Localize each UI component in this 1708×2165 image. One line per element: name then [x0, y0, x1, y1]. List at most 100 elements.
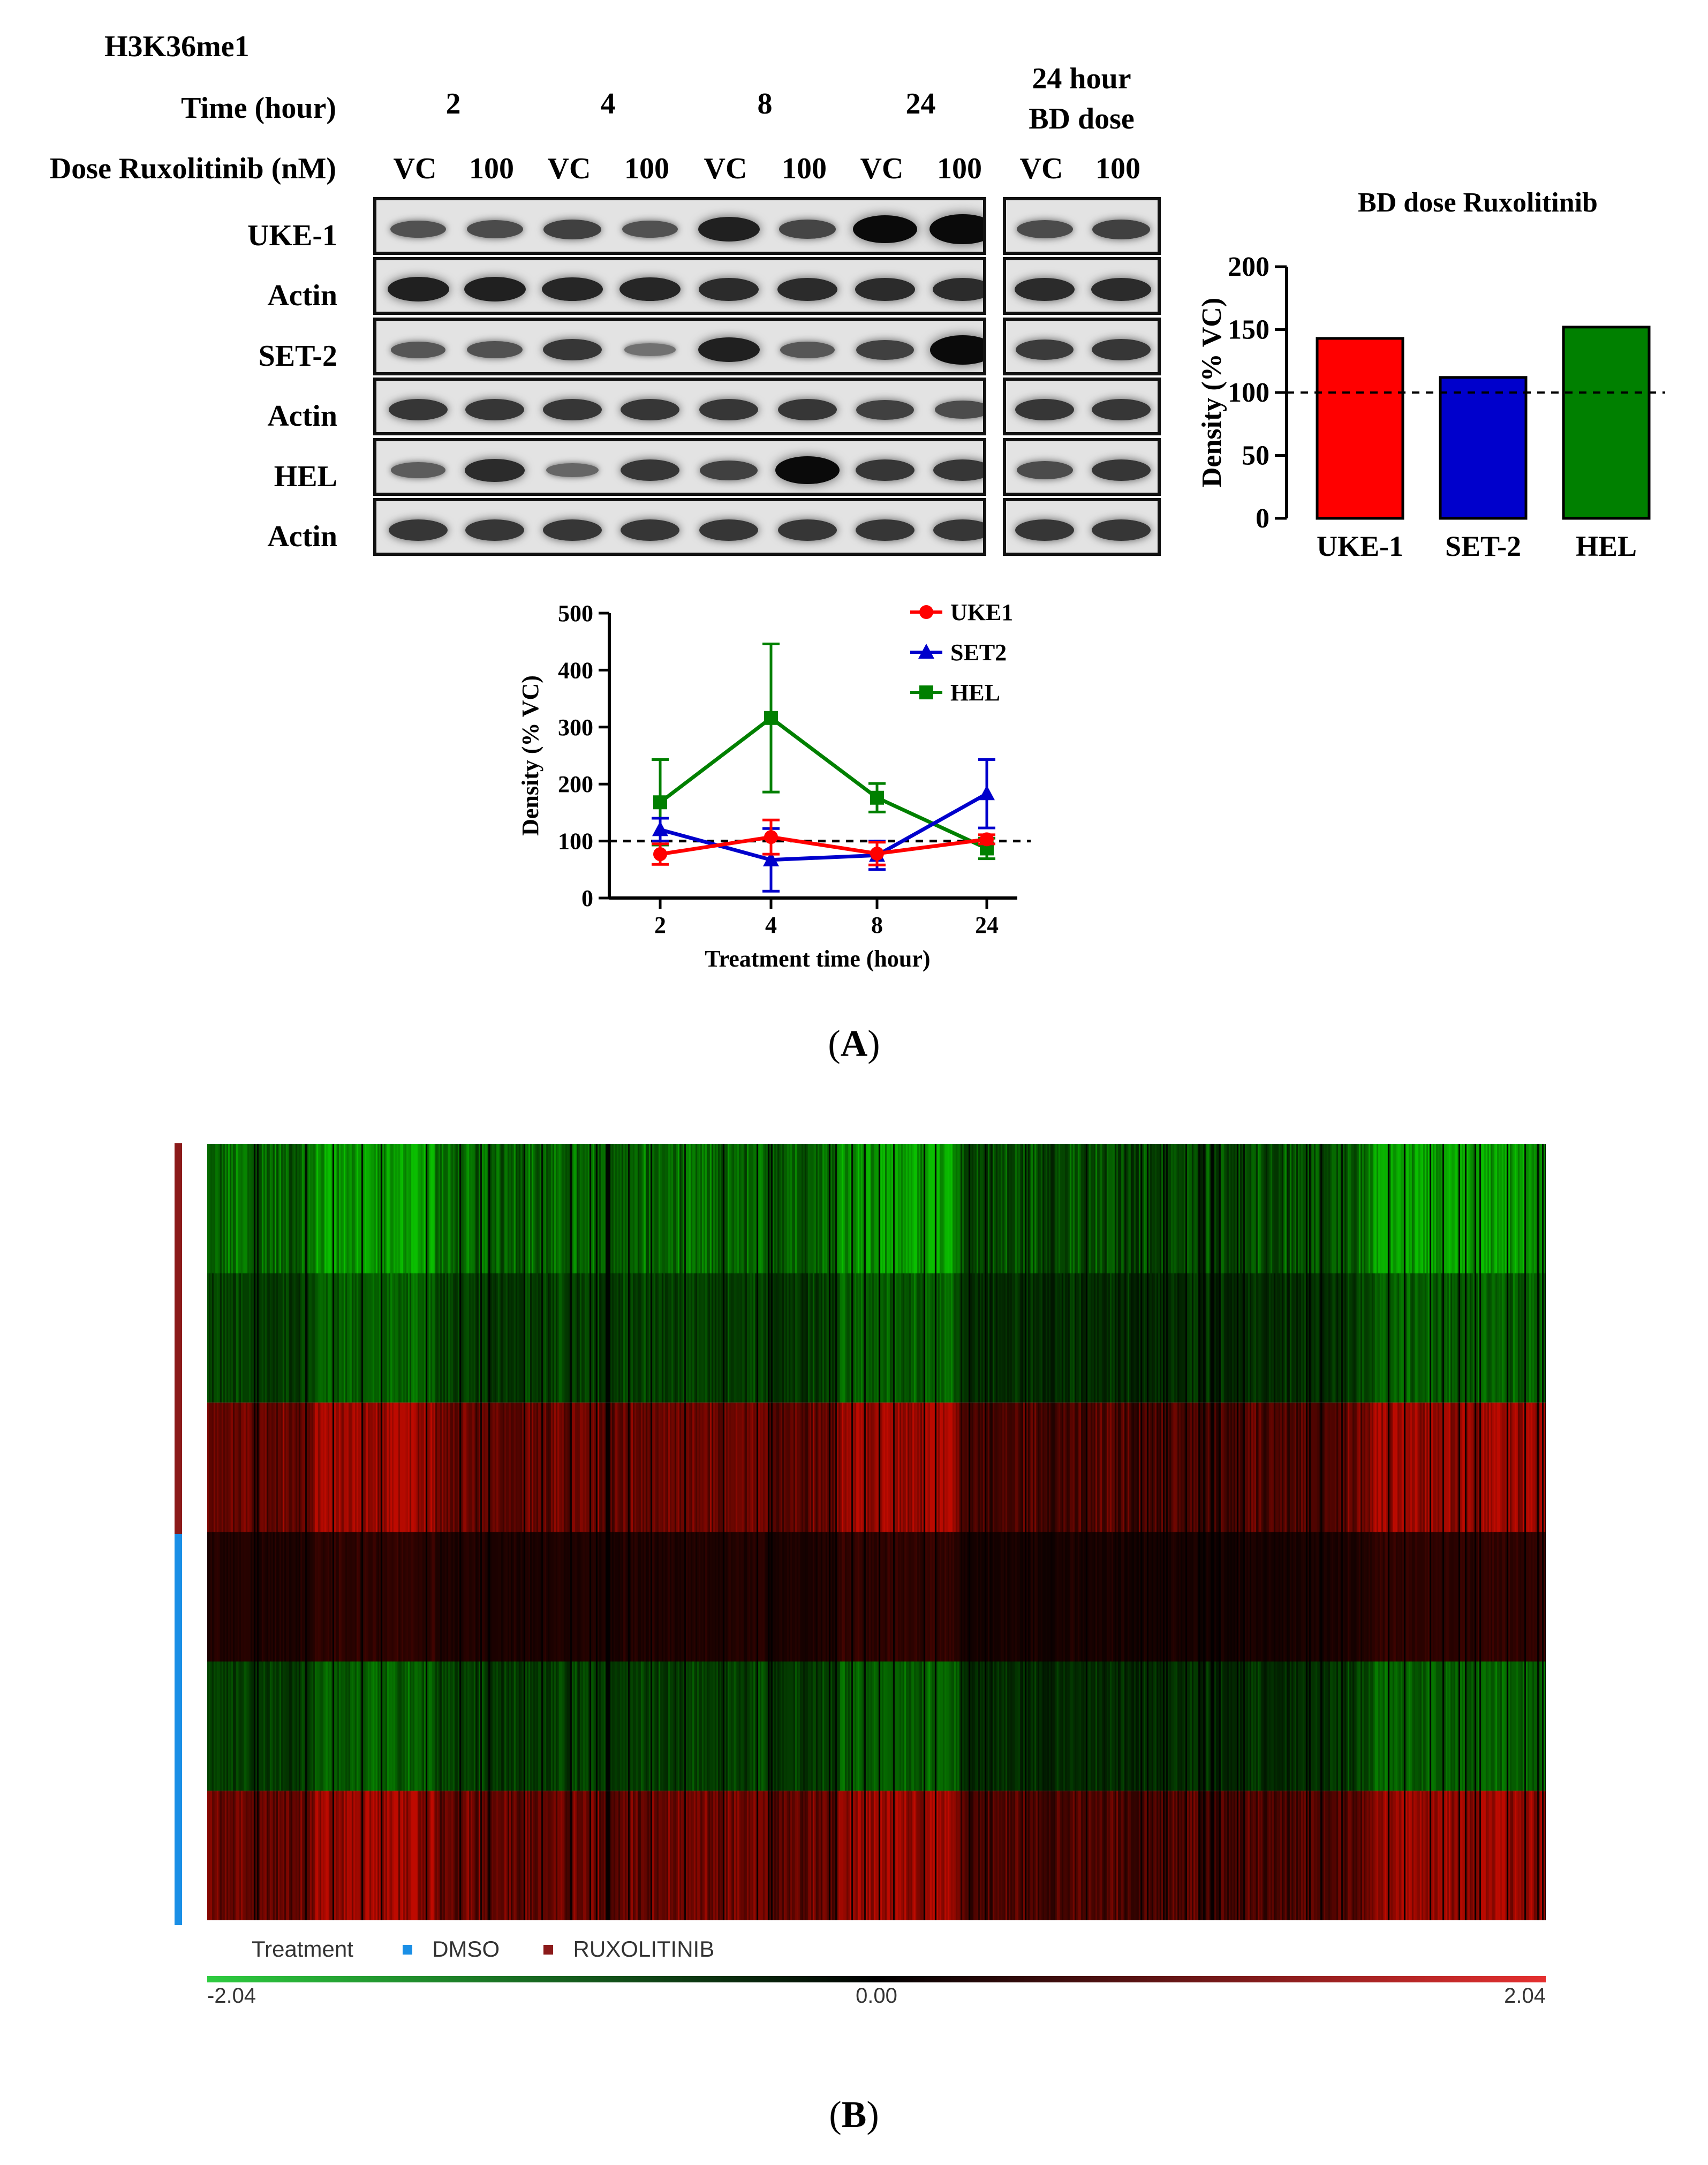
blot-band	[856, 459, 915, 481]
blot-right	[1003, 498, 1161, 556]
dmso-group-bar	[175, 1534, 182, 1925]
blot-band	[621, 519, 679, 541]
bar-y-tick-label: 200	[1228, 252, 1269, 282]
blot-band	[542, 277, 603, 301]
line-x-axis-label: Treatment time (hour)	[705, 946, 930, 972]
series-uke1	[652, 818, 995, 866]
legend-label: UKE1	[950, 599, 1013, 625]
blot-band	[856, 519, 915, 541]
blot-band	[777, 277, 838, 301]
series-line	[659, 715, 988, 850]
data-point	[919, 685, 933, 699]
color-scale-mid: 0.00	[856, 1984, 897, 2008]
series-hel	[652, 642, 995, 861]
legend-swatch-ruxolitinib	[543, 1944, 553, 1955]
line-y-tick-label: 0	[581, 885, 593, 911]
panel-a-letter: A	[840, 1023, 868, 1065]
blot-band	[775, 456, 840, 484]
dose-label: VC	[547, 152, 591, 185]
blot-band	[855, 277, 916, 301]
blot-left	[373, 318, 986, 375]
blot-band	[389, 399, 448, 420]
blot-row-label: UKE-1	[247, 219, 337, 252]
blot-band	[543, 219, 601, 239]
bar-y-axis-label: Density (% VC)	[1197, 298, 1227, 487]
color-scale-max: 2.04	[1504, 1984, 1546, 2008]
bar-category-label: HEL	[1576, 530, 1637, 562]
blot-band	[700, 460, 758, 480]
blot-band	[546, 463, 599, 478]
treatment-legend: Treatment DMSO RUXOLITINIB	[252, 1936, 714, 1962]
blot-left	[373, 498, 986, 556]
bar-y-tick-label: 150	[1228, 315, 1269, 345]
time-row-label: Time (hour)	[181, 92, 336, 125]
blot-band	[1015, 399, 1074, 420]
legend-entry: SET2	[910, 639, 1007, 666]
data-point	[979, 785, 995, 801]
blot-row-label: Actin	[267, 399, 337, 433]
line-x-tick-label: 24	[975, 912, 999, 938]
dose-label: 100	[937, 152, 982, 185]
dose-label: 100	[782, 152, 827, 185]
blot-band	[1092, 519, 1151, 541]
blot-band	[699, 399, 758, 420]
blot-band	[698, 277, 759, 301]
line-y-tick-label: 200	[558, 771, 593, 797]
dose-label: VC	[704, 152, 747, 185]
blot-band	[622, 220, 678, 238]
line-y-tick-label: 500	[558, 600, 593, 627]
bar-category-label: UKE-1	[1317, 530, 1403, 562]
series-set2	[652, 758, 995, 893]
blot-band	[543, 519, 602, 541]
blot-band	[1015, 519, 1074, 541]
blot-band	[465, 519, 524, 541]
blot-left	[373, 257, 986, 315]
blot-band	[933, 519, 983, 541]
blot-band	[698, 337, 760, 362]
blot-band	[1092, 339, 1151, 360]
line-x-tick-label: 8	[871, 912, 883, 938]
color-scale-min: -2.04	[207, 1984, 256, 2008]
blot-band	[699, 519, 758, 541]
legend-label-dmso: DMSO	[432, 1936, 500, 1962]
blot-left	[373, 197, 986, 255]
color-scale-bar	[207, 1976, 1546, 1982]
legend-label-ruxolitinib: RUXOLITINIB	[573, 1936, 715, 1962]
data-point	[870, 847, 884, 861]
blot-band	[1092, 399, 1151, 420]
bd-group-label-line2: BD dose	[1029, 102, 1135, 135]
blot-band	[621, 459, 679, 481]
blot-band	[464, 458, 525, 482]
blot-left	[373, 438, 986, 496]
blot-band	[778, 519, 837, 541]
series-line	[660, 835, 987, 856]
dose-label: 100	[624, 152, 669, 185]
blot-band	[853, 215, 917, 243]
blot-row-label: Actin	[267, 279, 337, 312]
blot-band	[1016, 461, 1073, 479]
blot-band	[624, 343, 676, 356]
blot-band	[933, 459, 983, 481]
blot-band	[467, 341, 523, 359]
line-y-axis-label: Density (% VC)	[517, 675, 543, 836]
blot-band	[779, 220, 836, 239]
line-y-tick-label: 100	[558, 828, 593, 855]
bar	[1439, 376, 1528, 520]
blot-title: H3K36me1	[104, 30, 250, 63]
legend-entry: HEL	[910, 680, 1000, 706]
bar	[1316, 337, 1404, 520]
blot-right	[1003, 318, 1161, 375]
time-point-label: 24	[905, 87, 936, 120]
blot-band	[390, 341, 446, 358]
data-point	[919, 605, 933, 619]
time-point-label: 4	[600, 87, 616, 120]
data-point	[653, 795, 667, 810]
legend-title: Treatment	[252, 1936, 353, 1962]
bar-category-label: SET-2	[1445, 530, 1521, 562]
blot-band	[932, 277, 983, 301]
blot-band	[465, 399, 524, 420]
blot-band	[464, 277, 526, 301]
panel-b-letter: B	[841, 2094, 867, 2136]
